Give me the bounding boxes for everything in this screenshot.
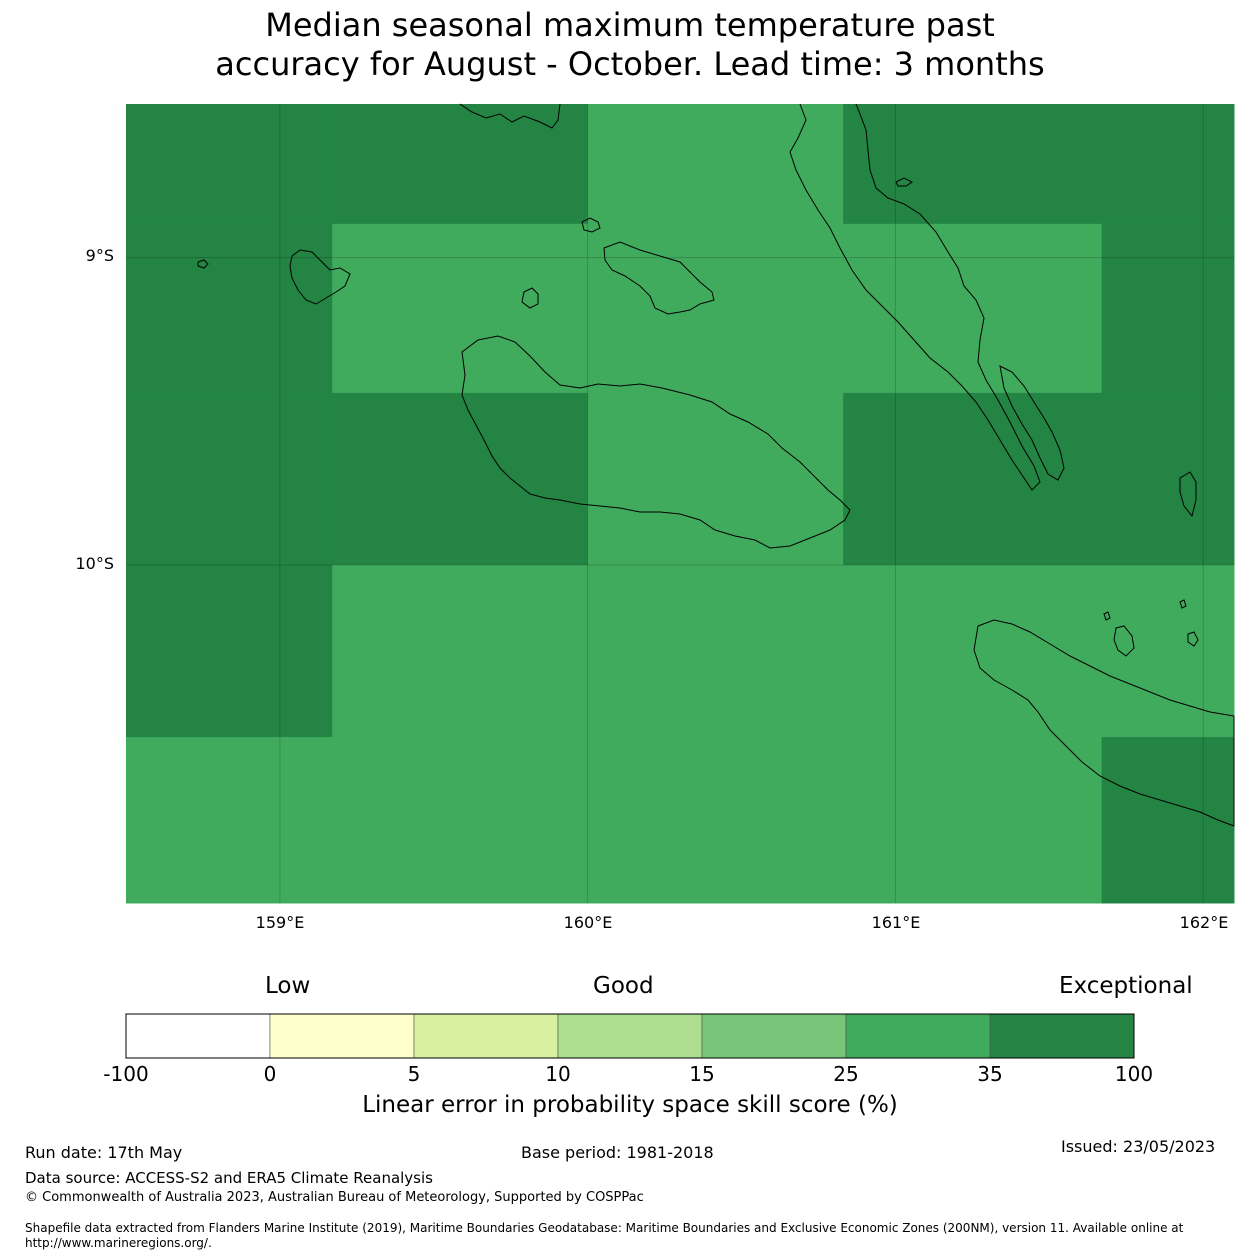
colorbar-segment bbox=[701, 1013, 847, 1059]
lon-label-160e: 160°E bbox=[563, 913, 613, 932]
colorbar-tick: 5 bbox=[407, 1062, 421, 1086]
island-tiny-e2 bbox=[1179, 599, 1187, 609]
grid-cell bbox=[332, 392, 589, 566]
colorbar-segment bbox=[125, 1013, 271, 1059]
grid-cell bbox=[126, 392, 333, 566]
base-period: Base period: 1981-2018 bbox=[521, 1143, 714, 1162]
grid-cell bbox=[126, 223, 333, 394]
colorbar-segment bbox=[269, 1013, 415, 1059]
lon-label-159e: 159°E bbox=[255, 913, 305, 932]
colorbar-segment bbox=[557, 1013, 703, 1059]
colorbar-tick: 35 bbox=[977, 1062, 1003, 1086]
island-makira bbox=[973, 619, 1235, 827]
island-east-small bbox=[1179, 471, 1197, 518]
skill-grid bbox=[126, 104, 1235, 904]
grid-cell bbox=[332, 104, 589, 225]
grid-cell bbox=[1101, 564, 1235, 738]
grid-cell bbox=[843, 104, 1103, 225]
grid-cell bbox=[587, 737, 844, 904]
colorbar-segment bbox=[413, 1013, 559, 1059]
grid-cell bbox=[126, 564, 333, 738]
grid-cell bbox=[843, 392, 1103, 566]
grid-cell bbox=[587, 223, 844, 394]
island-small-1 bbox=[521, 287, 539, 309]
colorbar-segment bbox=[845, 1013, 991, 1059]
shapefile-credit: Shapefile data extracted from Flanders M… bbox=[25, 1221, 1184, 1250]
data-source: Data source: ACCESS-S2 and ERA5 Climate … bbox=[25, 1169, 433, 1187]
coast-top-fragment bbox=[459, 103, 561, 129]
grid-cell bbox=[332, 564, 589, 738]
grid-cell bbox=[332, 737, 589, 904]
grid-cell bbox=[126, 104, 333, 225]
grid-cell bbox=[587, 104, 844, 225]
grid-cell bbox=[843, 564, 1103, 738]
island-maramasike bbox=[999, 365, 1065, 481]
colorbar-tick: 100 bbox=[1114, 1062, 1154, 1086]
lon-label-161e: 161°E bbox=[871, 913, 921, 932]
lon-label-162e: 162°E bbox=[1179, 913, 1229, 932]
lat-label-10s: 10°S bbox=[75, 554, 114, 573]
grid-cell bbox=[1101, 223, 1235, 394]
island-north-malaita bbox=[895, 177, 913, 187]
island-malaita bbox=[789, 103, 1041, 491]
title-line-1: Median seasonal maximum temperature past bbox=[265, 6, 995, 44]
run-date: Run date: 17th May bbox=[25, 1143, 183, 1162]
colorbar-tick: -100 bbox=[103, 1062, 149, 1086]
colorbar-frame bbox=[125, 1013, 1135, 1059]
island-small-2 bbox=[581, 217, 601, 233]
grid-cell bbox=[587, 392, 844, 566]
grid-cell bbox=[1101, 104, 1235, 225]
colorbar-word-good: Good bbox=[593, 973, 654, 999]
grid-cell bbox=[1101, 392, 1235, 566]
grid-cell bbox=[332, 223, 589, 394]
grid-cell bbox=[843, 223, 1103, 394]
colorbar bbox=[125, 1013, 1135, 1059]
island-tiny-e1 bbox=[1103, 611, 1111, 621]
coastlines bbox=[197, 103, 1235, 827]
lat-label-9s: 9°S bbox=[85, 246, 114, 265]
grid-cell bbox=[587, 564, 844, 738]
grid-cell bbox=[1101, 737, 1235, 904]
colorbar-segment bbox=[989, 1013, 1135, 1059]
issued-date: Issued: 23/05/2023 bbox=[1061, 1137, 1216, 1156]
map-title: Median seasonal maximum temperature past… bbox=[0, 6, 1260, 84]
colorbar-label: Linear error in probability space skill … bbox=[362, 1092, 898, 1118]
colorbar-tick: 10 bbox=[545, 1062, 571, 1086]
graticule bbox=[126, 104, 1234, 903]
colorbar-tick: 0 bbox=[263, 1062, 277, 1086]
island-ulawa bbox=[1113, 625, 1135, 657]
island-santa-isabel bbox=[461, 335, 851, 549]
title-line-2: accuracy for August - October. Lead time… bbox=[215, 45, 1045, 83]
grid-cell bbox=[843, 737, 1103, 904]
copyright: © Commonwealth of Australia 2023, Austra… bbox=[25, 1190, 644, 1205]
island-russell bbox=[289, 249, 351, 305]
colorbar-tick: 15 bbox=[689, 1062, 715, 1086]
island-tiny-west bbox=[197, 259, 209, 269]
grid-cell bbox=[126, 737, 333, 904]
colorbar-tick: 25 bbox=[833, 1062, 859, 1086]
colorbar-word-low: Low bbox=[265, 973, 311, 999]
island-tiny-e3 bbox=[1187, 631, 1199, 647]
colorbar-word-exceptional: Exceptional bbox=[1059, 973, 1193, 999]
island-ngella bbox=[603, 241, 715, 315]
